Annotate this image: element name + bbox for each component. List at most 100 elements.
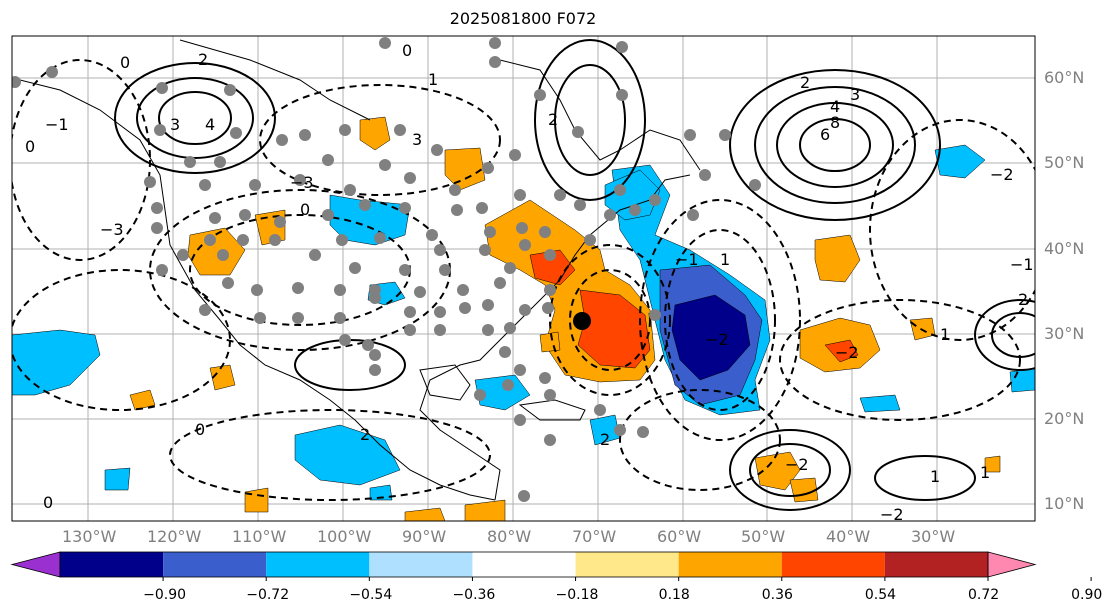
colorbar-tick-label: 0.54 xyxy=(864,587,897,603)
positive-anomaly-area xyxy=(464,499,506,521)
negative-anomaly-area xyxy=(859,394,901,413)
latitude-tick-label: 10°N xyxy=(1044,494,1085,513)
positive-anomaly-area xyxy=(129,389,156,411)
contour-label: 2 xyxy=(600,430,610,449)
contour-label: −2 xyxy=(880,505,904,524)
latitude-tick-label: 40°N xyxy=(1044,239,1085,258)
contour-label: 2 xyxy=(800,73,810,92)
colorbar-segment xyxy=(575,552,679,577)
contour-label: −2 xyxy=(835,343,859,362)
colorbar-segment xyxy=(781,552,885,577)
longitude-tick-label: 50°W xyxy=(741,527,786,546)
colorbar-segment xyxy=(472,552,576,577)
contour-label: 0 xyxy=(25,137,35,156)
contour-label: 1 xyxy=(940,325,950,344)
positive-anomaly-area xyxy=(814,234,861,283)
longitude-tick-label: 110°W xyxy=(232,527,287,546)
colorbar-tick-label: −0.36 xyxy=(452,587,496,603)
colorbar-segment xyxy=(60,552,164,577)
colorbar-tick-label: 0.18 xyxy=(658,587,690,603)
positive-anomaly-area xyxy=(359,116,391,151)
contour-label: 0 xyxy=(43,493,53,512)
storm-center-marker xyxy=(573,312,591,330)
colorbar-segment xyxy=(266,552,370,577)
contour-label: 4 xyxy=(830,97,840,116)
contour-label: 0 xyxy=(195,420,205,439)
negative-anomaly-area xyxy=(104,467,131,491)
contour-label: 2 xyxy=(198,50,208,69)
longitude-tick-label: 40°W xyxy=(826,527,871,546)
negative-anomaly-area xyxy=(294,424,401,486)
negative-anomaly-area xyxy=(934,144,986,179)
longitude-tick-label: 30°W xyxy=(911,527,956,546)
contour-label: 3 xyxy=(412,130,422,149)
observation-dots xyxy=(12,37,761,502)
contour-label: −3 xyxy=(290,173,314,192)
positive-anomaly-area xyxy=(209,364,236,391)
longitude-tick-label: 90°W xyxy=(402,527,447,546)
colorbar-tick-label: −0.54 xyxy=(349,587,393,603)
contour-label: 1 xyxy=(980,463,990,482)
negative-anomaly-area xyxy=(369,484,393,501)
colorbar-tick-label: −0.72 xyxy=(246,587,290,603)
contour-label: 2 xyxy=(1018,290,1028,309)
contour-label: −2 xyxy=(990,165,1014,184)
positive-anomaly-area xyxy=(984,455,1001,473)
contour-label: −1 xyxy=(45,115,69,134)
longitude-tick-label: 80°W xyxy=(487,527,532,546)
negative-anomaly-area xyxy=(12,329,101,396)
contour-label: 2 xyxy=(548,110,558,129)
colorbar-tick-label: −0.18 xyxy=(555,587,599,603)
colorbar-tick-label: 0.72 xyxy=(968,587,1000,603)
colorbar-segment xyxy=(163,552,267,577)
positive-anomaly-area xyxy=(824,339,859,363)
longitude-tick-label: 70°W xyxy=(572,527,617,546)
contour-label: −1 xyxy=(1010,255,1034,274)
map-title: 2025081800 F072 xyxy=(449,9,597,28)
contour-labels: 0000001111222223334468−1−1−2−2−2−3−3−2−1… xyxy=(25,41,1034,524)
contour-label: 3 xyxy=(170,115,180,134)
colorbar-tick-label: −0.90 xyxy=(143,587,187,603)
positive-anomaly-area xyxy=(444,147,486,191)
colorbar-max-extension xyxy=(987,551,1037,578)
contour-label: 0 xyxy=(120,53,130,72)
colorbar-segment xyxy=(369,552,473,577)
contour-label: −3 xyxy=(100,220,124,239)
latitude-tick-label: 30°N xyxy=(1044,324,1085,343)
colorbar xyxy=(10,551,1092,581)
positive-anomaly-area xyxy=(244,487,269,513)
contour-label: 1 xyxy=(428,70,438,89)
latitude-tick-label: 50°N xyxy=(1044,153,1085,172)
contour-label: 3 xyxy=(850,85,860,104)
latitude-tick-label: 60°N xyxy=(1044,68,1085,87)
positive-anomaly-area xyxy=(529,249,576,286)
colorbar-tick-label: 0.90 xyxy=(1071,587,1103,603)
negative-anomaly-area xyxy=(671,294,751,381)
colorbar-segment xyxy=(678,552,782,577)
longitude-tick-label: 120°W xyxy=(147,527,202,546)
contour-label: 0 xyxy=(300,200,310,219)
colorbar-frame xyxy=(59,551,989,578)
latitude-tick-label: 20°N xyxy=(1044,409,1085,428)
positive-anomaly-area xyxy=(404,507,446,521)
map-frame xyxy=(11,35,1036,522)
colorbar-segment xyxy=(884,552,988,577)
contour-label: 6 xyxy=(820,125,830,144)
contour-label: 2 xyxy=(360,425,370,444)
contour-label: −2 xyxy=(705,330,729,349)
colorbar-tick-label: 0.36 xyxy=(761,587,793,603)
longitude-tick-label: 100°W xyxy=(317,527,372,546)
contour-label: 4 xyxy=(205,115,215,134)
negative-anomaly-area xyxy=(604,169,661,221)
negative-anomaly-area xyxy=(1009,367,1035,393)
contour-label: 0 xyxy=(402,41,412,60)
contour-label: −2 xyxy=(785,455,809,474)
contour-label: 8 xyxy=(830,113,840,132)
map-panel xyxy=(12,36,1035,521)
longitude-tick-label: 60°W xyxy=(657,527,702,546)
positive-anomaly-area xyxy=(539,331,561,353)
longitude-tick-label: 130°W xyxy=(62,527,117,546)
contour-label: 1 xyxy=(720,250,730,269)
contour-label: 1 xyxy=(930,467,940,486)
